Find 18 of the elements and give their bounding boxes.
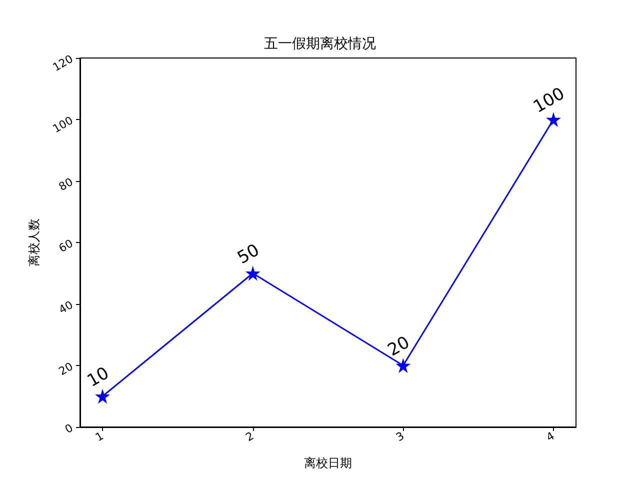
y-tick-label: 80 xyxy=(56,175,76,194)
x-axis-title: 离校日期 xyxy=(304,456,352,470)
x-tick-label: 3 xyxy=(394,429,406,444)
y-tick-label: 20 xyxy=(56,360,76,378)
y-tick-label: 60 xyxy=(56,236,76,256)
y-tick-label: 0 xyxy=(62,421,76,436)
data-label: 10 xyxy=(84,363,113,392)
x-tick-label: 1 xyxy=(93,429,106,444)
y-tick-label: 40 xyxy=(56,298,76,317)
y-tick-label: 120 xyxy=(50,52,76,74)
data-label: 100 xyxy=(530,84,568,118)
y-tick-label: 100 xyxy=(50,114,76,136)
x-tick-label: 4 xyxy=(544,429,557,444)
y-axis-title: 离校人数 xyxy=(27,218,41,266)
x-tick-label: 2 xyxy=(244,429,256,444)
data-label: 50 xyxy=(234,240,263,268)
data-label: 20 xyxy=(384,332,414,361)
chart-title: 五一假期离校情况 xyxy=(264,36,376,52)
